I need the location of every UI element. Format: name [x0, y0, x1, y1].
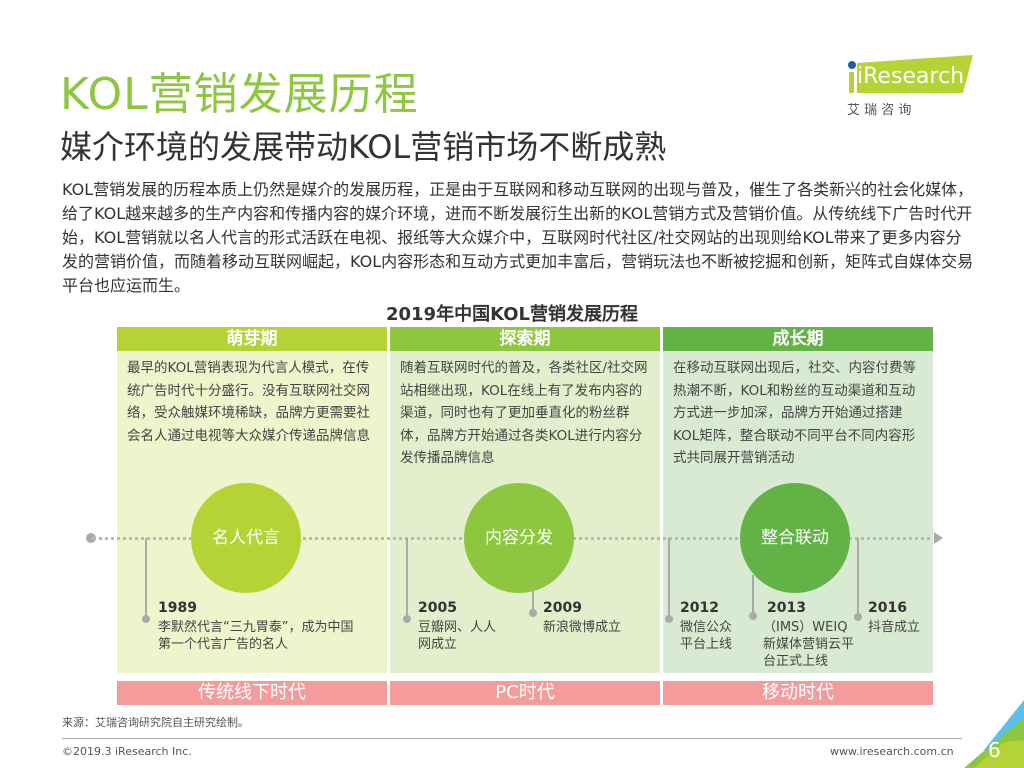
- corner-decoration-icon: [964, 700, 1024, 768]
- event-text: 豆瓣网、人人网成立: [418, 620, 497, 652]
- era-label: 移动时代: [663, 681, 933, 705]
- event-dot: [142, 615, 150, 623]
- intro-paragraph: KOL营销发展的历程本质上仍然是媒介的发展历程，正是由于互联网和移动互联网的出现…: [62, 180, 974, 295]
- event-text: 李默然代言“三九胃泰”，成为中国第一个代言广告的名人: [158, 620, 354, 652]
- logo-cn: 艾 瑞 咨 询: [847, 103, 912, 118]
- logo-brand: iResearch: [857, 64, 965, 89]
- logo-banner-icon: [848, 55, 973, 93]
- event-dot: [529, 609, 537, 617]
- stage-description: 最早的KOL营销表现为代言人模式，在传统广告时代十分盛行。没有互联网社交网络，受…: [127, 360, 370, 444]
- event-text: 微信公众平台上线: [680, 620, 733, 652]
- event-connector: [857, 538, 859, 616]
- event-2009: 2009 新浪微博成立: [543, 600, 643, 636]
- timeline-start-dot: [86, 533, 96, 543]
- event-dot: [403, 615, 411, 623]
- event-connector: [668, 538, 670, 618]
- event-connector: [145, 538, 147, 618]
- diagram-title: 2019年中国KOL营销发展历程: [385, 304, 638, 325]
- stage-circle: 内容分发: [464, 483, 574, 593]
- source-note: 来源：艾瑞咨询研究院自主研究绘制。: [62, 716, 249, 729]
- website-link[interactable]: www.iresearch.com.cn: [830, 745, 954, 758]
- stage-description: 在移动互联网出现后，社交、内容付费等热潮不断，KOL和粉丝的互动渠道和互动方式进…: [673, 360, 916, 466]
- event-connector: [532, 590, 534, 612]
- timeline-arrow-icon: [934, 532, 943, 544]
- page-number: 6: [988, 738, 1001, 762]
- stage-circle: 名人代言: [191, 483, 301, 593]
- event-2005: 2005 豆瓣网、人人网成立: [418, 600, 498, 653]
- stage-header: 萌芽期: [117, 327, 387, 351]
- event-year: 2016: [868, 600, 907, 616]
- footer-divider: [62, 738, 962, 739]
- event-2016: 2016 抖音成立: [868, 600, 928, 636]
- event-connector: [406, 538, 408, 618]
- event-dot: [665, 615, 673, 623]
- event-text: （IMS）WEIQ新媒体营销云平台正式上线: [763, 620, 855, 669]
- event-2012: 2012 微信公众平台上线: [680, 600, 740, 653]
- era-label: 传统线下时代: [117, 681, 387, 705]
- stage-circle: 整合联动: [740, 483, 850, 593]
- stage-header: 探索期: [390, 327, 660, 351]
- stage-description: 随着互联网时代的普及，各类社区/社交网站相继出现，KOL在线上有了发布内容的渠道…: [400, 360, 648, 466]
- page-subtitle: 媒介环境的发展带动KOL营销市场不断成熟: [60, 128, 667, 166]
- event-year: 1989: [158, 600, 197, 616]
- event-year: 2012: [680, 600, 719, 616]
- page-title: KOL营销发展历程: [60, 69, 419, 120]
- event-year: 2009: [543, 600, 582, 616]
- event-2013: 2013 （IMS）WEIQ新媒体营销云平台正式上线: [763, 600, 859, 670]
- copyright: ©2019.3 iResearch Inc.: [62, 745, 192, 758]
- iresearch-logo: iResearch 艾 瑞 咨 询: [845, 55, 975, 120]
- event-1989: 1989 李默然代言“三九胃泰”，成为中国第一个代言广告的名人: [158, 600, 358, 653]
- event-text: 新浪微博成立: [543, 620, 622, 635]
- era-label: PC时代: [390, 681, 660, 705]
- event-connector: [752, 575, 754, 615]
- event-year: 2013: [767, 600, 806, 616]
- event-text: 抖音成立: [868, 620, 921, 635]
- stage-header: 成长期: [663, 327, 933, 351]
- event-dot: [854, 613, 862, 621]
- event-dot: [749, 612, 757, 620]
- event-year: 2005: [418, 600, 457, 616]
